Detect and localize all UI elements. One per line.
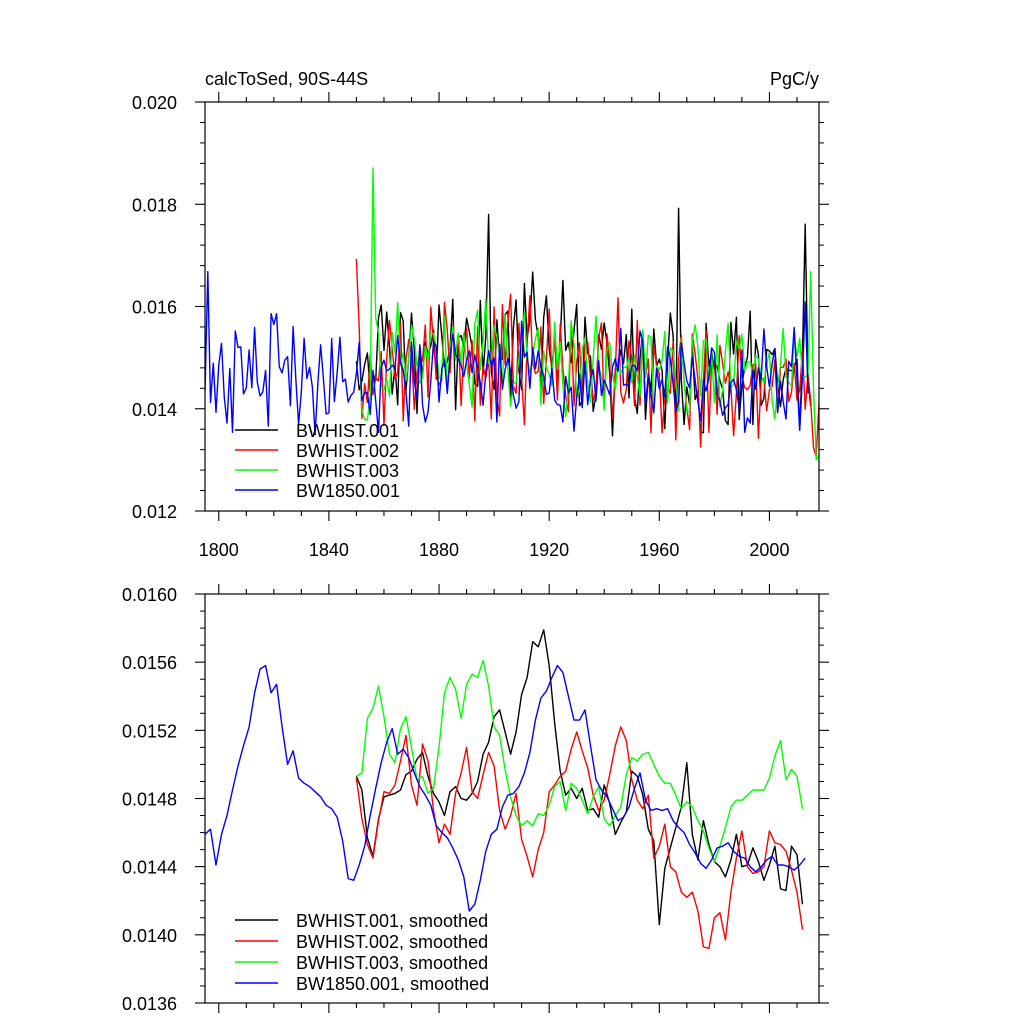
legend-label-3: BWHIST.003 — [296, 461, 399, 481]
top-title: calcToSed, 90S-44S — [205, 69, 368, 89]
bottom-ytick-label-6: 0.0160 — [122, 585, 177, 605]
legend-label-smoothed-3: BWHIST.003, smoothed — [296, 953, 488, 973]
top-series-line-1 — [355, 207, 812, 437]
top-xtick-label-1800: 1800 — [199, 540, 239, 560]
top-series-line-4 — [205, 271, 809, 436]
top-ytick-label-0: 0.012 — [132, 502, 177, 522]
bottom-ytick-label-0: 0.0136 — [122, 994, 177, 1014]
top-xtick-label-1840: 1840 — [309, 540, 349, 560]
bottom-panel: 0.0136 0.0140 0.0144 0.0148 0.0152 0.0156 0.01… — [122, 584, 829, 1014]
top-ytick-label-4: 0.020 — [132, 93, 177, 113]
bottom-ytick-label-5: 0.0156 — [122, 653, 177, 673]
top-xtick-label-2000: 2000 — [749, 540, 789, 560]
bottom-ytick-label-3: 0.0148 — [122, 790, 177, 810]
bottom-ytick-label-1: 0.0140 — [122, 926, 177, 946]
bottom-series-group — [205, 629, 806, 950]
top-series-group — [205, 167, 819, 461]
legend-label-4: BW1850.001 — [296, 481, 400, 501]
top-panel: calcToSed, 90S-44S PgC/y 1800 1840 1880 192… — [132, 69, 829, 560]
top-units: PgC/y — [770, 69, 819, 89]
legend-label-smoothed-2: BWHIST.002, smoothed — [296, 932, 488, 952]
top-legend: BWHIST.001 BWHIST.002 BWHIST.003 BW1850.… — [235, 421, 400, 501]
bottom-legend: BWHIST.001, smoothed BWHIST.002, smoothe… — [235, 911, 489, 994]
top-xtick-label-1880: 1880 — [419, 540, 459, 560]
top-xtick-label-1920: 1920 — [529, 540, 569, 560]
legend-label-smoothed-4: BW1850.001, smoothed — [296, 974, 489, 994]
top-series-line-3 — [355, 167, 819, 461]
top-ytick-label-2: 0.016 — [132, 298, 177, 318]
top-ytick-label-3: 0.018 — [132, 195, 177, 215]
bottom-ytick-label-2: 0.0144 — [122, 858, 177, 878]
bottom-series-line-4 — [205, 664, 806, 912]
top-plot-area: 1800 1840 1880 1920 1960 2000 0.012 0.014 0.016 0… — [132, 92, 829, 560]
bottom-ytick-label-4: 0.0152 — [122, 721, 177, 741]
legend-label-1: BWHIST.001 — [296, 421, 399, 441]
top-ytick-label-1: 0.014 — [132, 400, 177, 420]
legend-label-2: BWHIST.002 — [296, 441, 399, 461]
bottom-plot-area: 0.0136 0.0140 0.0144 0.0148 0.0152 0.0156 0.01… — [122, 584, 829, 1014]
top-xtick-label-1960: 1960 — [639, 540, 679, 560]
legend-label-smoothed-1: BWHIST.001, smoothed — [296, 911, 488, 931]
bottom-series-line-2 — [355, 726, 804, 950]
bottom-series-line-3 — [356, 659, 804, 863]
